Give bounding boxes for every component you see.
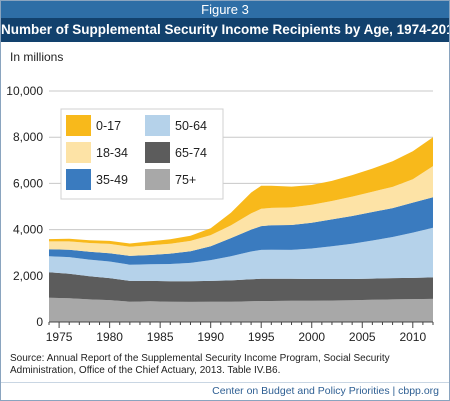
legend-label-65-74: 65-74 — [175, 146, 207, 160]
x-tick-label: 2005 — [349, 330, 376, 344]
axes: 0 2,000 4,000 6,000 8,000 10,000 1975 1980 1985 1… — [6, 84, 434, 344]
y-axis-label: In millions — [10, 50, 63, 64]
y-tick-label: 8,000 — [13, 130, 43, 144]
y-tick-label: 6,000 — [13, 176, 43, 190]
legend-swatch-75+ — [145, 169, 170, 190]
figure-label: Figure 3 — [1, 1, 449, 18]
area-series-35-49 — [49, 197, 433, 265]
legend-swatch-50-64 — [145, 115, 170, 136]
legend-swatch-18-34 — [66, 142, 91, 163]
area-series-0-17 — [49, 137, 433, 247]
x-tick-label: 1995 — [248, 330, 275, 344]
area-series-65-74 — [49, 272, 433, 302]
x-tick-label: 1980 — [96, 330, 123, 344]
y-tick-label: 10,000 — [6, 84, 43, 98]
area-series-75+ — [49, 297, 433, 322]
source-note: Source: Annual Report of the Supplementa… — [10, 353, 390, 376]
x-tick-label: 2010 — [399, 330, 426, 344]
legend-label-75+: 75+ — [175, 173, 196, 187]
legend-swatch-0-17 — [66, 115, 91, 136]
y-tick-label: 4,000 — [13, 223, 43, 237]
legend-label-50-64: 50-64 — [175, 119, 207, 133]
x-tick-label: 2000 — [298, 330, 325, 344]
legend-label-18-34: 18-34 — [96, 146, 128, 160]
areas — [49, 137, 433, 322]
legend: 0-17 50-64 18-34 65-74 35-49 75+ — [60, 108, 224, 200]
x-tick-label: 1990 — [197, 330, 224, 344]
legend-swatch-65-74 — [145, 142, 170, 163]
x-tick-label: 1975 — [46, 330, 73, 344]
footer-credit: Center on Budget and Policy Priorities |… — [212, 385, 439, 397]
legend-label-35-49: 35-49 — [96, 173, 128, 187]
y-tick-label: 0 — [36, 315, 43, 329]
legend-label-0-17: 0-17 — [96, 119, 121, 133]
area-series-50-64 — [49, 227, 433, 282]
area-chart: In millions 0 2,000 4,000 6,000 8,000 10,000 1… — [6, 50, 434, 344]
legend-swatch-35-49 — [66, 169, 91, 190]
footer-divider — [1, 382, 449, 383]
x-tick-label: 1985 — [147, 330, 174, 344]
chart-title: Number of Supplemental Security Income R… — [1, 18, 449, 42]
area-series-18-34 — [49, 166, 433, 256]
y-tick-label: 2,000 — [13, 269, 43, 283]
